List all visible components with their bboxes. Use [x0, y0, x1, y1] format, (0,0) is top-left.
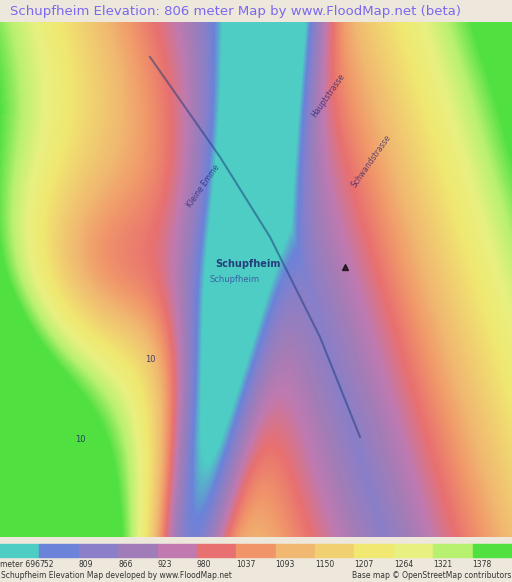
Text: 1264: 1264 — [394, 560, 413, 569]
Bar — [0, 544, 39, 557]
Bar — [315, 544, 354, 557]
Text: 752: 752 — [39, 560, 54, 569]
Text: Hauptstrasse: Hauptstrasse — [310, 72, 347, 119]
Text: 1207: 1207 — [354, 560, 374, 569]
Bar — [118, 544, 158, 557]
Text: Schupfheim Elevation: 806 meter Map by www.FloodMap.net (beta): Schupfheim Elevation: 806 meter Map by w… — [10, 5, 461, 17]
Bar — [473, 544, 512, 557]
Text: 980: 980 — [197, 560, 211, 569]
Text: 1378: 1378 — [473, 560, 492, 569]
Bar — [158, 544, 197, 557]
Bar — [354, 544, 394, 557]
Text: Schupfheim: Schupfheim — [215, 259, 281, 269]
Bar — [433, 544, 473, 557]
Text: 1037: 1037 — [237, 560, 255, 569]
Text: Base map © OpenStreetMap contributors: Base map © OpenStreetMap contributors — [352, 571, 511, 580]
Text: Schupfheim: Schupfheim — [210, 275, 260, 284]
Bar — [275, 544, 315, 557]
Text: 866: 866 — [118, 560, 133, 569]
Text: 923: 923 — [158, 560, 172, 569]
Text: 10: 10 — [145, 355, 156, 364]
Text: 809: 809 — [79, 560, 93, 569]
Bar — [39, 544, 79, 557]
Bar — [394, 544, 433, 557]
Text: Schwandstrasse: Schwandstrasse — [350, 133, 393, 189]
Text: 1093: 1093 — [275, 560, 295, 569]
Text: 1150: 1150 — [315, 560, 334, 569]
Bar — [79, 544, 118, 557]
Text: 10: 10 — [75, 435, 86, 444]
Bar — [237, 544, 275, 557]
Text: meter 696: meter 696 — [0, 560, 40, 569]
Text: 1321: 1321 — [433, 560, 453, 569]
Text: Schupfheim Elevation Map developed by www.FloodMap.net: Schupfheim Elevation Map developed by ww… — [1, 571, 232, 580]
Text: Kleine Emme: Kleine Emme — [185, 163, 221, 209]
Bar — [197, 544, 237, 557]
